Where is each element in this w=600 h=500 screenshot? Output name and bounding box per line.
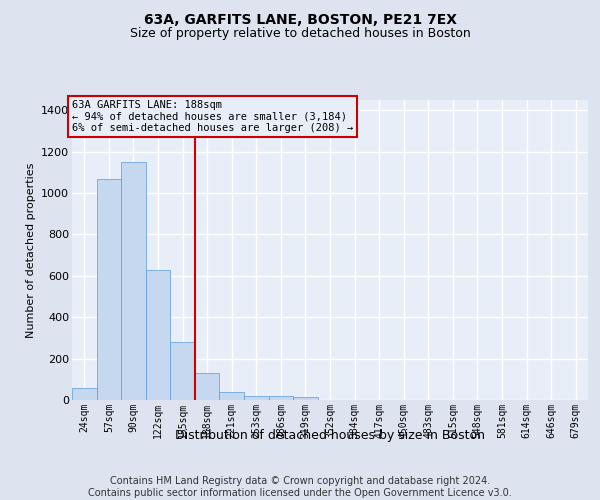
Text: Contains HM Land Registry data © Crown copyright and database right 2024.
Contai: Contains HM Land Registry data © Crown c… (88, 476, 512, 498)
Bar (170, 342, 195, 400)
Bar (72, 388, 97, 400)
Y-axis label: Number of detached properties: Number of detached properties (26, 162, 35, 338)
Bar (293, 397, 318, 400)
Bar (220, 392, 244, 400)
Bar (97, 178, 121, 400)
Text: Size of property relative to detached houses in Boston: Size of property relative to detached ho… (130, 28, 470, 40)
Bar (195, 373, 220, 400)
Bar (121, 162, 146, 400)
Bar (269, 396, 293, 400)
Bar (146, 270, 170, 400)
Text: 63A, GARFITS LANE, BOSTON, PE21 7EX: 63A, GARFITS LANE, BOSTON, PE21 7EX (143, 12, 457, 26)
Text: 63A GARFITS LANE: 188sqm
← 94% of detached houses are smaller (3,184)
6% of semi: 63A GARFITS LANE: 188sqm ← 94% of detach… (72, 100, 353, 133)
Bar (244, 396, 269, 400)
Text: Distribution of detached houses by size in Boston: Distribution of detached houses by size … (175, 430, 485, 442)
